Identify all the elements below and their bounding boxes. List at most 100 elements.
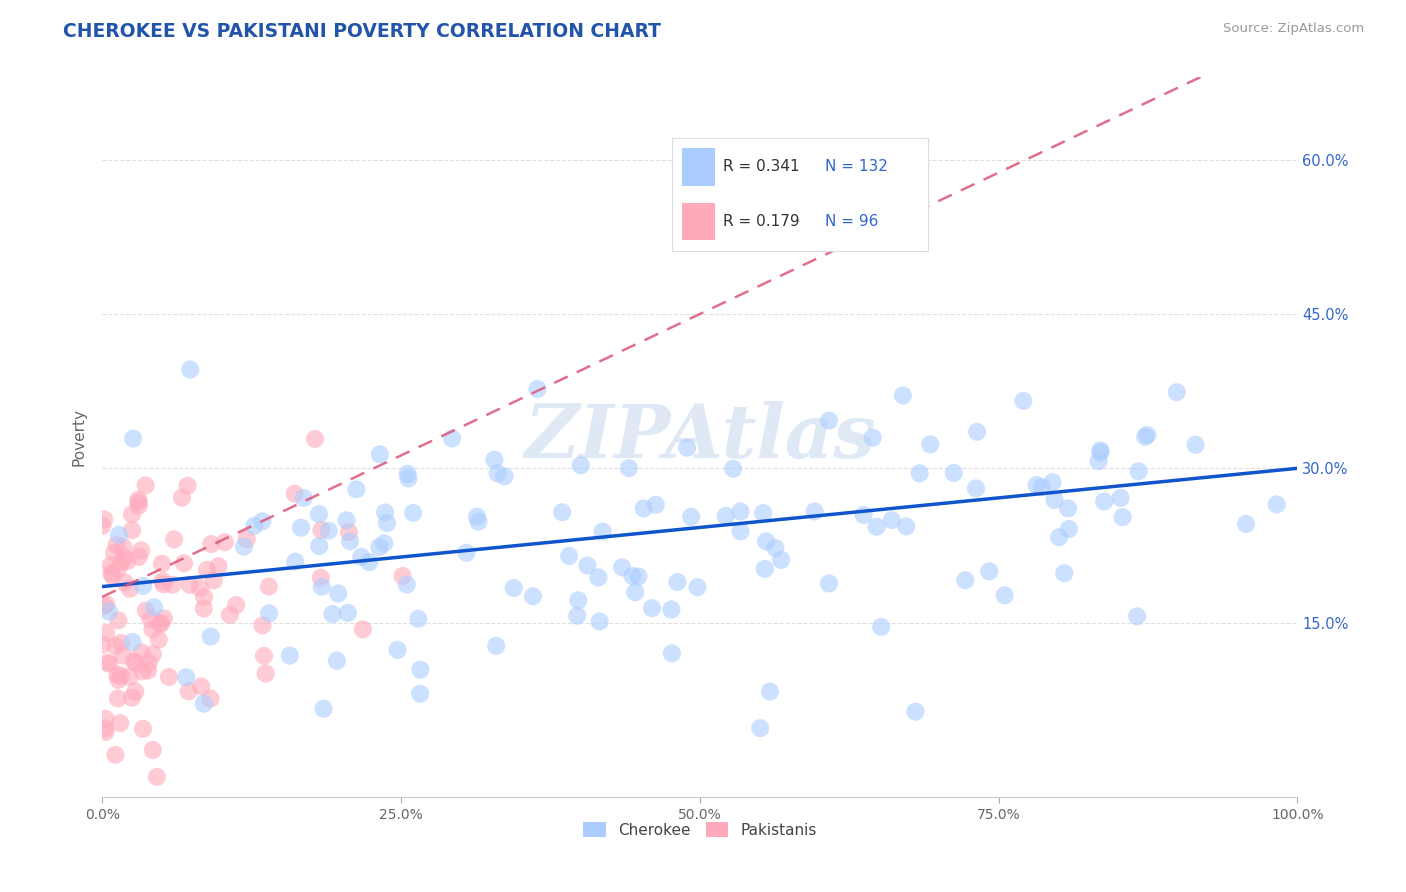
Point <box>1057 522 1080 536</box>
Point <box>146 770 169 784</box>
Point <box>200 630 222 644</box>
Point <box>526 382 548 396</box>
Point <box>592 524 614 539</box>
Point <box>326 654 349 668</box>
Point <box>188 581 211 595</box>
Point <box>162 578 184 592</box>
Point <box>502 581 524 595</box>
Point <box>142 743 165 757</box>
Point <box>395 577 418 591</box>
Point <box>337 524 360 539</box>
Point <box>179 577 201 591</box>
Point <box>107 673 129 687</box>
Point <box>121 508 143 522</box>
Y-axis label: Poverty: Poverty <box>72 409 86 467</box>
Point <box>193 697 215 711</box>
Point <box>1031 480 1053 494</box>
Point <box>979 564 1001 578</box>
Point <box>304 432 326 446</box>
Point <box>132 579 155 593</box>
Point <box>465 509 488 524</box>
Point <box>110 716 132 731</box>
Point <box>114 550 136 565</box>
Point <box>111 648 134 663</box>
Point <box>1128 464 1150 478</box>
Point <box>254 666 277 681</box>
Point <box>409 687 432 701</box>
Point <box>485 639 508 653</box>
Point <box>865 519 887 533</box>
Point <box>759 684 782 698</box>
Point <box>93 512 115 526</box>
Point <box>408 612 430 626</box>
Point <box>1184 438 1206 452</box>
Point <box>118 670 141 684</box>
Point <box>891 388 914 402</box>
Point <box>91 638 114 652</box>
Point <box>243 519 266 533</box>
Point <box>284 486 307 500</box>
Point <box>149 616 172 631</box>
Point <box>290 521 312 535</box>
Point <box>157 670 180 684</box>
Point <box>1135 430 1157 444</box>
Point <box>666 574 689 589</box>
Point <box>681 509 703 524</box>
Point <box>624 585 647 599</box>
Point <box>1057 501 1080 516</box>
Point <box>177 684 200 698</box>
Point <box>193 601 215 615</box>
Point <box>152 577 174 591</box>
FancyBboxPatch shape <box>682 202 716 240</box>
Point <box>396 467 419 481</box>
Point <box>770 553 793 567</box>
Point <box>467 515 489 529</box>
Point <box>100 566 122 581</box>
Point <box>908 467 931 481</box>
Text: N = 132: N = 132 <box>825 160 889 174</box>
Point <box>904 705 927 719</box>
Point <box>1265 498 1288 512</box>
Point <box>409 663 432 677</box>
Point <box>318 524 340 538</box>
Point <box>966 425 988 439</box>
Point <box>368 447 391 461</box>
Point <box>136 664 159 678</box>
Point <box>588 615 610 629</box>
Point <box>730 504 752 518</box>
Text: CHEROKEE VS PAKISTANI POVERTY CORRELATION CHART: CHEROKEE VS PAKISTANI POVERTY CORRELATIO… <box>63 22 661 41</box>
Point <box>994 588 1017 602</box>
Point <box>818 414 841 428</box>
Point <box>1136 428 1159 442</box>
Point <box>135 603 157 617</box>
Point <box>93 599 115 614</box>
Point <box>659 602 682 616</box>
Point <box>128 492 150 507</box>
Point <box>193 590 215 604</box>
Point <box>257 580 280 594</box>
Point <box>391 569 413 583</box>
Point <box>494 469 516 483</box>
Point <box>752 506 775 520</box>
Point <box>110 636 132 650</box>
Point <box>110 556 132 570</box>
Point <box>107 562 129 576</box>
Point <box>179 362 201 376</box>
Point <box>142 622 165 636</box>
Point <box>588 570 610 584</box>
Point <box>98 657 121 671</box>
Point <box>569 458 592 473</box>
Point <box>522 589 544 603</box>
Point <box>121 690 143 705</box>
Point <box>1043 492 1066 507</box>
Point <box>131 665 153 679</box>
Point <box>894 519 917 533</box>
Point <box>128 549 150 564</box>
Point <box>456 546 478 560</box>
Point <box>862 431 884 445</box>
Point <box>1234 516 1257 531</box>
Point <box>328 586 350 600</box>
Point <box>486 467 509 481</box>
Point <box>107 613 129 627</box>
Point <box>121 523 143 537</box>
